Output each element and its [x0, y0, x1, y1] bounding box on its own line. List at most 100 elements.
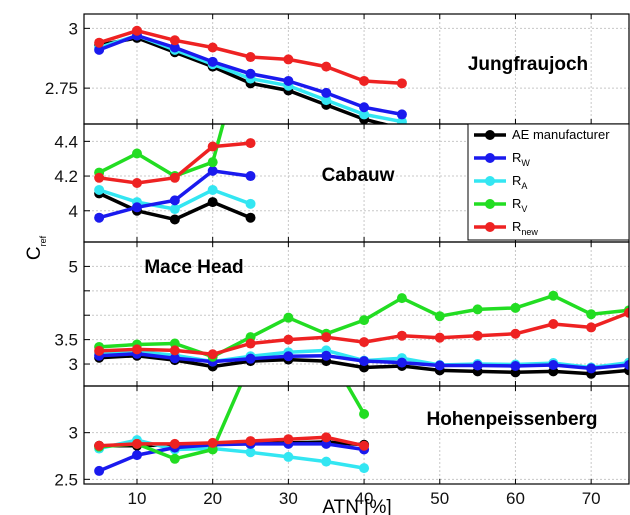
data-point-rnew — [359, 75, 370, 86]
data-point-rnew — [321, 61, 332, 72]
x-tick-label: 30 — [279, 489, 298, 508]
data-point-ae — [400, 123, 404, 124]
y-tick-label: 3 — [69, 19, 78, 38]
data-point-rv — [396, 293, 407, 304]
y-tick-label: 2.5 — [54, 470, 78, 489]
data-point-rv — [434, 311, 445, 322]
series-line-rw — [98, 442, 365, 473]
data-point-rnew — [169, 35, 180, 46]
x-tick-label: 60 — [506, 489, 525, 508]
x-axis-label: ATN [%] — [322, 497, 391, 515]
data-point-rw — [94, 212, 105, 223]
data-point-rw — [548, 360, 559, 371]
data-point-rnew — [131, 344, 142, 355]
legend-label-rv: RV — [512, 196, 527, 214]
data-point-rnew — [169, 345, 180, 356]
data-point-rnew — [321, 432, 332, 443]
x-tick-label: 70 — [582, 489, 601, 508]
data-point-rw — [359, 356, 370, 367]
data-point-rnew — [624, 307, 629, 318]
legend-label-ae: AE manufacturer — [512, 127, 610, 142]
series-line-rnew — [99, 435, 365, 448]
data-point-ra — [245, 198, 256, 209]
data-point-rnew — [94, 440, 105, 451]
data-point-rv — [131, 148, 142, 159]
data-point-ra — [245, 447, 256, 458]
panel-mace-head: 3 3.5 5 Mace Head — [54, 241, 630, 387]
data-point-rnew — [396, 78, 407, 89]
data-point-rw — [94, 44, 105, 55]
data-point-rw — [283, 351, 294, 362]
series-group — [94, 25, 407, 124]
data-point-rv — [510, 302, 521, 313]
data-point-rnew — [207, 437, 218, 448]
legend-marker-rv — [485, 199, 495, 209]
data-point-ae — [245, 212, 256, 223]
panel-frame — [83, 385, 630, 485]
y-axis-label: Cref — [24, 235, 48, 260]
data-point-rw — [131, 450, 142, 461]
data-point-rw — [207, 165, 218, 176]
series-line-rv — [98, 386, 366, 461]
series-group — [94, 386, 370, 476]
site-label: Jungfraujoch — [468, 54, 588, 75]
data-point-rv — [169, 453, 180, 464]
data-point-rv — [586, 309, 597, 320]
data-point-ra — [359, 463, 370, 474]
data-point-rnew — [207, 42, 218, 53]
data-point-rnew — [321, 332, 332, 343]
data-point-rnew — [131, 178, 142, 188]
y-tick-label: 4.4 — [54, 132, 78, 151]
x-tick-label: 10 — [128, 489, 147, 508]
y-tick-label: 3.5 — [54, 331, 78, 350]
data-point-rnew — [586, 322, 597, 333]
data-point-rv — [359, 315, 370, 326]
data-point-rv — [359, 409, 370, 419]
data-point-ra — [207, 184, 218, 195]
data-point-rnew — [396, 330, 407, 341]
site-label: Hohenpeissenberg — [426, 409, 597, 430]
legend-label-rnew: Rnew — [512, 219, 538, 237]
data-point-rnew — [548, 319, 559, 330]
legend-marker-rnew — [485, 222, 495, 232]
data-point-rw — [169, 42, 180, 53]
site-label: Mace Head — [144, 257, 243, 278]
data-point-rw — [94, 465, 105, 476]
data-point-rnew — [434, 332, 445, 343]
data-point-ra — [283, 451, 294, 462]
data-point-rnew — [94, 345, 105, 356]
data-point-rnew — [510, 328, 521, 339]
data-point-rnew — [131, 438, 142, 449]
data-point-rnew — [283, 434, 294, 445]
data-point-rnew — [207, 349, 218, 360]
data-point-rnew — [94, 37, 105, 48]
data-point-rw — [169, 353, 180, 364]
data-point-rw — [131, 202, 142, 213]
data-point-rw — [359, 102, 370, 113]
data-point-ae — [207, 197, 218, 208]
panel-jungfraujoch: 2.75 3 Jungfraujoch — [45, 13, 630, 125]
y-tick-label: 5 — [69, 257, 78, 276]
data-point-ra — [169, 204, 180, 215]
site-label: Cabauw — [322, 165, 395, 186]
data-point-ra — [94, 184, 105, 195]
legend-marker-rw — [485, 153, 495, 163]
series-line-ra — [98, 438, 365, 470]
data-point-rw — [624, 360, 629, 371]
y-tick-label: 3 — [69, 424, 78, 443]
data-point-ra — [359, 109, 370, 120]
data-point-rv — [283, 312, 294, 323]
legend-marker-ra — [485, 176, 495, 186]
y-tick-label: 3 — [69, 355, 78, 374]
data-point-rw — [207, 56, 218, 67]
y-tick-label: 2.75 — [45, 79, 78, 98]
data-point-rnew — [359, 440, 370, 451]
data-point-rnew — [169, 172, 180, 183]
series-group — [94, 290, 629, 379]
data-point-rw — [434, 360, 445, 371]
data-point-rnew — [359, 337, 370, 348]
data-point-rw — [321, 87, 332, 98]
data-point-rw — [245, 68, 256, 79]
y-tick-label: 4.2 — [54, 167, 78, 186]
